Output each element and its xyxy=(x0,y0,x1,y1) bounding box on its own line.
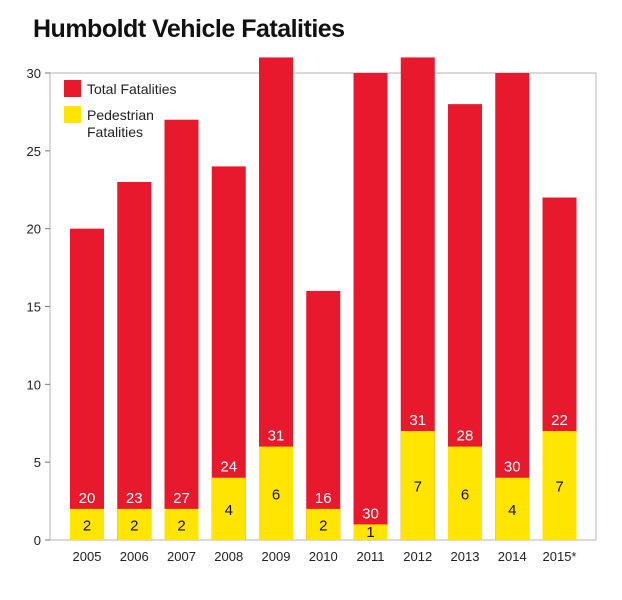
bar-label-pedestrian: 2 xyxy=(83,517,91,534)
bar-label-pedestrian: 2 xyxy=(319,517,327,534)
bars-group xyxy=(70,57,577,541)
bar-total xyxy=(164,119,199,540)
y-tick-label: 25 xyxy=(27,144,41,159)
bar-pedestrian xyxy=(211,477,246,540)
y-tick-label: 5 xyxy=(34,455,41,470)
bar-label-total: 24 xyxy=(220,459,237,476)
bar-pedestrian xyxy=(306,508,341,540)
x-tick-label: 2009 xyxy=(262,549,291,564)
y-tick-label: 10 xyxy=(27,377,41,392)
x-tick-label: 2014 xyxy=(498,549,527,564)
x-tick-label: 2012 xyxy=(403,549,432,564)
y-tick-label: 20 xyxy=(27,222,41,237)
bar-pedestrian xyxy=(542,431,577,540)
bar-pedestrian xyxy=(70,508,104,540)
bar-label-total: 27 xyxy=(173,490,190,507)
x-tick-label: 2006 xyxy=(120,549,149,564)
y-tick-label: 30 xyxy=(27,66,41,81)
bar-label-pedestrian: 4 xyxy=(225,502,233,519)
bar-pedestrian xyxy=(448,446,482,540)
bar-label-pedestrian: 2 xyxy=(177,517,185,534)
x-tick-label: 2015* xyxy=(543,549,577,564)
bar-total xyxy=(353,73,388,540)
bar-total xyxy=(495,73,530,540)
bar-label-pedestrian: 7 xyxy=(555,479,563,496)
bar-total xyxy=(117,181,152,540)
bar-label-pedestrian: 4 xyxy=(508,502,516,519)
bar-label-total: 22 xyxy=(551,412,568,429)
legend-swatch-pedestrian xyxy=(64,106,81,123)
bar-label-total: 31 xyxy=(268,428,285,445)
x-tick-label: 2008 xyxy=(214,549,243,564)
bar-label-total: 28 xyxy=(457,428,474,445)
bar-pedestrian xyxy=(400,431,435,540)
x-tick-label: 2013 xyxy=(451,549,480,564)
legend-swatch-total xyxy=(64,80,81,97)
y-axis: 0 5 10 15 20 25 30 xyxy=(27,66,50,548)
y-tick-label: 0 xyxy=(34,533,41,548)
bar-pedestrian xyxy=(495,477,530,540)
x-axis: 2005 2006 2007 2008 2009 2010 2011 2012 2013 2014… xyxy=(73,549,577,564)
bar-pedestrian xyxy=(164,508,199,540)
legend-label-pedestrian-line1: Pedestrian xyxy=(87,107,154,123)
bar-pedestrian xyxy=(353,524,388,540)
bar-label-pedestrian: 6 xyxy=(272,486,280,503)
x-tick-label: 2005 xyxy=(73,549,102,564)
bar-label-pedestrian: 2 xyxy=(130,517,138,534)
y-tick-label: 15 xyxy=(27,300,41,315)
bar-label-total: 30 xyxy=(362,505,379,522)
bar-label-total: 20 xyxy=(79,490,96,507)
bar-label-total: 16 xyxy=(315,490,332,507)
x-tick-label: 2011 xyxy=(357,549,385,564)
bar-label-total: 30 xyxy=(504,459,521,476)
bar-total xyxy=(306,290,341,540)
bar-label-pedestrian: 1 xyxy=(366,524,374,541)
bar-total xyxy=(70,228,104,540)
legend-label-pedestrian-line2: Fatalities xyxy=(87,124,143,140)
bar-label-pedestrian: 7 xyxy=(414,479,422,496)
chart-title: Humboldt Vehicle Fatalities xyxy=(33,15,345,43)
bar-pedestrian xyxy=(117,508,152,540)
bar-pedestrian xyxy=(259,446,293,540)
legend-label-total: Total Fatalities xyxy=(87,81,176,97)
bar-label-total: 31 xyxy=(409,412,426,429)
x-tick-label: 2010 xyxy=(309,549,338,564)
x-tick-label: 2007 xyxy=(167,549,196,564)
bar-label-pedestrian: 6 xyxy=(461,486,469,503)
bar-label-total: 23 xyxy=(126,490,143,507)
